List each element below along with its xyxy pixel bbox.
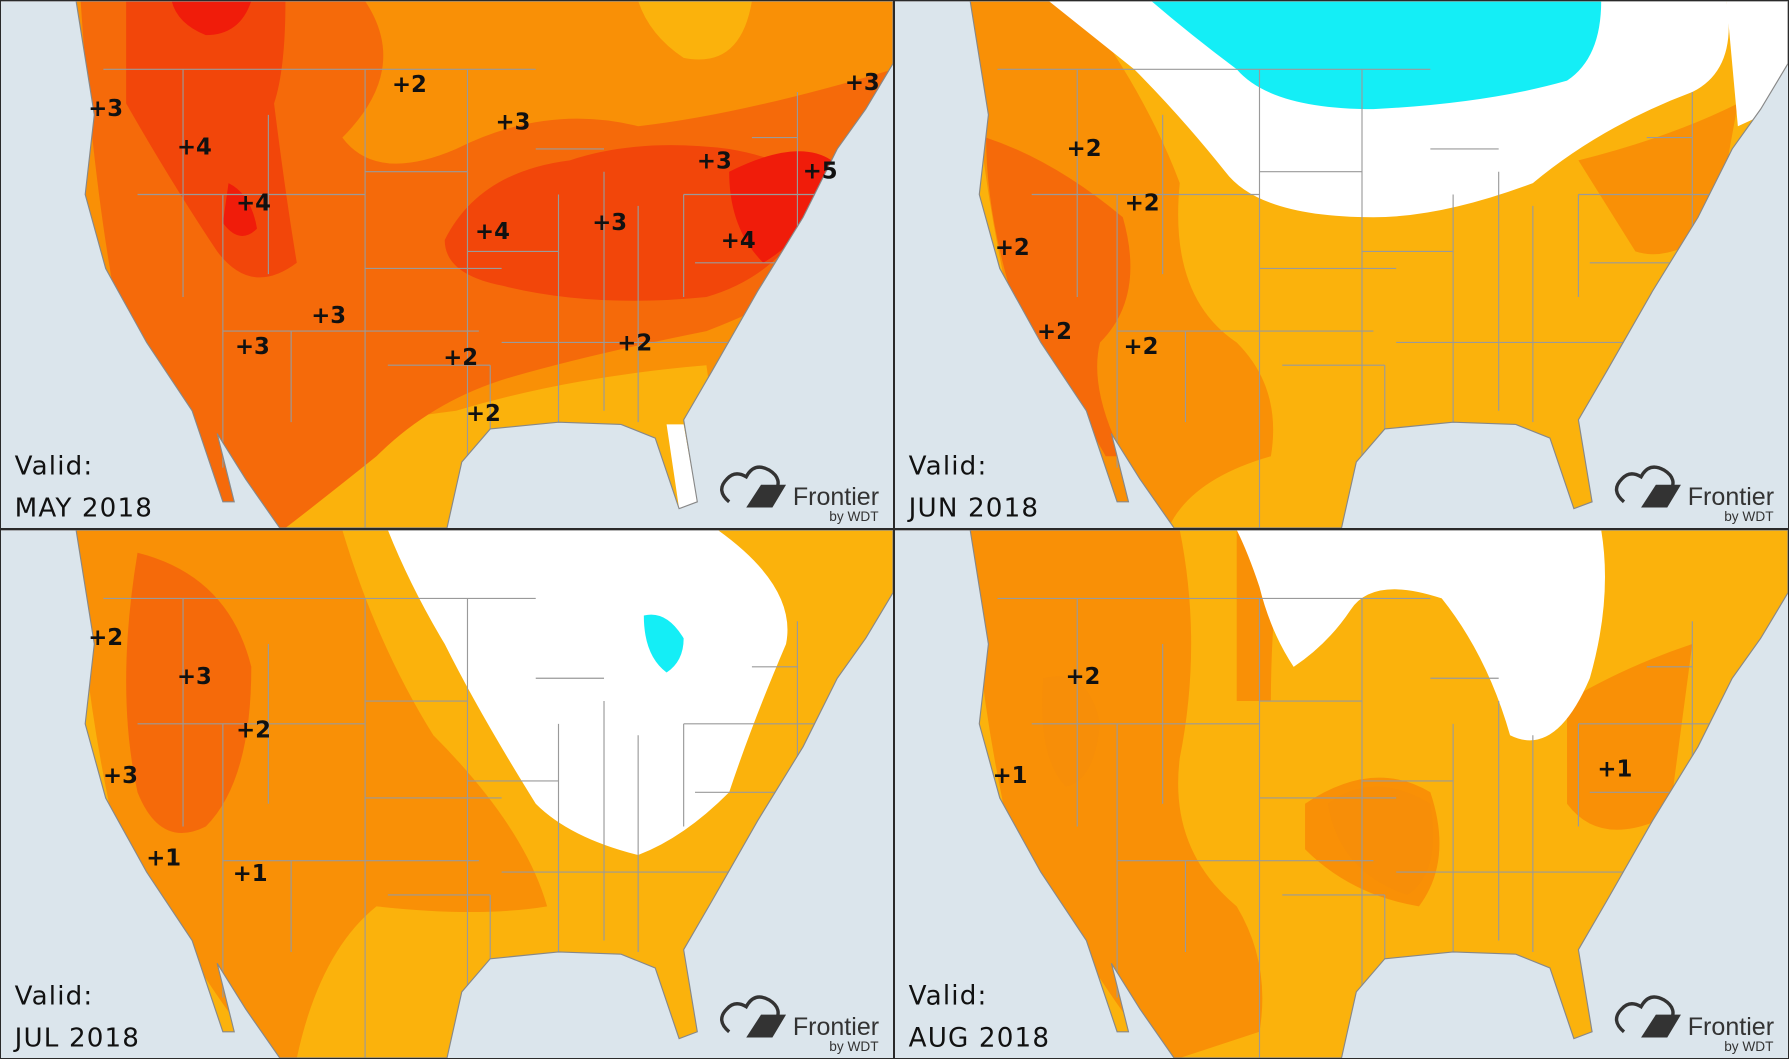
anomaly-label: +4 <box>475 219 510 245</box>
anomaly-label: +4 <box>177 135 212 161</box>
logo-sub: by WDT <box>829 1039 879 1054</box>
anomaly-label: +2 <box>466 401 501 427</box>
valid-month: AUG 2018 <box>909 1024 1050 1054</box>
anomaly-zone <box>643 614 684 673</box>
state-borders <box>103 68 821 528</box>
solar-panel-icon <box>1641 1014 1681 1038</box>
anomaly-zone <box>126 1 821 301</box>
anomaly-zone <box>970 1 1738 528</box>
anomaly-zone <box>970 530 1693 1058</box>
logo-sub: by WDT <box>829 509 879 524</box>
anomaly-label: +1 <box>233 861 268 887</box>
anomaly-zone <box>387 530 788 856</box>
anomaly-label: +3 <box>103 763 138 789</box>
anomaly-label: +3 <box>496 110 531 136</box>
anomaly-label: +2 <box>1125 190 1160 216</box>
solar-panel-icon <box>1641 484 1681 508</box>
anomaly-label: +3 <box>697 148 732 174</box>
anomaly-zone <box>986 137 1131 457</box>
anomaly-zone <box>126 552 252 834</box>
cloud-icon <box>720 465 780 504</box>
solar-panel-icon <box>746 1014 787 1038</box>
valid-label: Valid: <box>15 451 94 481</box>
map-panel-jul: +2 +3 +2 +3 +1 +1 Valid: JUL 2018 Frontier by WDT <box>0 529 894 1059</box>
cloud-icon <box>1614 995 1675 1034</box>
anomaly-label: +1 <box>993 763 1028 789</box>
anomaly-label: +2 <box>617 330 652 356</box>
valid-month: MAY 2018 <box>15 494 153 524</box>
anomaly-label: +5 <box>803 159 838 185</box>
anomaly-label: +3 <box>235 334 270 360</box>
logo-sub: by WDT <box>1724 509 1774 524</box>
anomaly-label: +2 <box>995 235 1030 261</box>
state-borders <box>997 597 1716 1058</box>
anomaly-label: +4 <box>236 190 271 216</box>
anomaly-zone <box>1236 530 1605 741</box>
anomaly-label: +2 <box>88 625 123 651</box>
anomaly-label: +2 <box>1037 319 1072 345</box>
anomaly-label: +1 <box>1597 756 1632 782</box>
anomaly-label: +2 <box>1124 334 1159 360</box>
anomaly-label: +2 <box>1067 136 1102 162</box>
coastline <box>895 1 1788 528</box>
map-may: +3 +4 +4 +2 +3 +4 +3 +3 +5 +4 +3 +3 +3 +2 +2 +2 Valid: MA… <box>1 1 893 528</box>
anomaly-zone <box>1151 1 1602 110</box>
cloud-icon <box>720 995 780 1034</box>
logo-name: Frontier <box>1688 1013 1774 1041</box>
valid-label: Valid: <box>909 981 988 1011</box>
map-panel-jun: +2 +2 +2 +2 +2 Valid: JUN 2018 Frontier by WDT <box>894 0 1789 529</box>
anomaly-zone <box>262 1 752 528</box>
coastline <box>1 530 893 1058</box>
logo-name: Frontier <box>1688 483 1774 511</box>
anomaly-label: +2 <box>1065 664 1100 690</box>
logo-name: Frontier <box>793 483 879 511</box>
anomaly-zone <box>171 1 832 263</box>
anomaly-label: +2 <box>392 72 427 98</box>
map-panel-aug: +2 +1 +1 Valid: AUG 2018 Frontier by WDT <box>894 529 1789 1059</box>
anomaly-label: +4 <box>721 228 756 254</box>
map-panel-may: +3 +4 +4 +2 +3 +4 +3 +3 +5 +4 +3 +3 +3 +2 +2 +2 Valid: MA… <box>0 0 894 529</box>
anomaly-label: +3 <box>311 303 346 329</box>
coastline <box>1 1 893 528</box>
state-borders <box>103 597 821 1058</box>
state-borders <box>997 68 1716 528</box>
valid-label: Valid: <box>909 452 988 482</box>
anomaly-label: +3 <box>592 210 627 236</box>
anomaly-label: +3 <box>88 96 123 122</box>
anomaly-zone <box>1042 676 1434 895</box>
valid-month: JUN 2018 <box>907 494 1040 524</box>
anomaly-label: +1 <box>146 845 181 871</box>
anomaly-label: +2 <box>236 718 271 744</box>
anomaly-label: +3 <box>177 664 212 690</box>
logo-sub: by WDT <box>1724 1039 1774 1054</box>
logo-name: Frontier <box>793 1013 879 1041</box>
cloud-icon <box>1614 465 1675 504</box>
solar-panel-icon <box>746 484 787 508</box>
valid-label: Valid: <box>15 981 94 1011</box>
coastline <box>895 530 1788 1058</box>
anomaly-label: +3 <box>845 70 880 96</box>
anomaly-zone <box>666 424 698 509</box>
anomaly-label: +2 <box>443 345 478 371</box>
valid-month: JUL 2018 <box>13 1024 140 1054</box>
